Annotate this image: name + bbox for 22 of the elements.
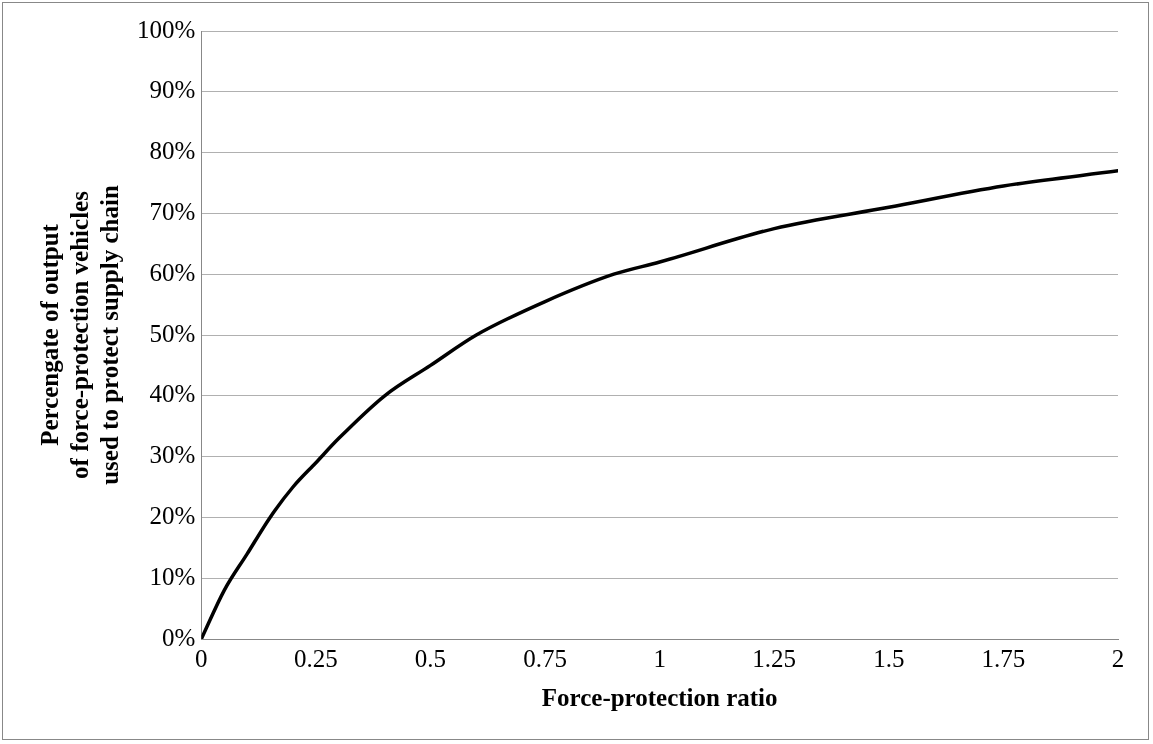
y-tick-label: 0%	[162, 623, 196, 651]
y-tick-label: 90%	[149, 76, 196, 104]
y-tick-label: 10%	[149, 562, 196, 590]
x-tick-label: 1.75	[981, 644, 1026, 672]
y-tick-label: 70%	[149, 197, 196, 225]
x-tick-label: 1	[653, 644, 666, 672]
y-tick-label: 40%	[149, 380, 196, 408]
x-tick-label: 1.5	[873, 644, 905, 672]
y-tick-label: 80%	[149, 137, 196, 165]
y-tick-label: 50%	[149, 319, 196, 347]
x-tick-label: 2	[1111, 644, 1125, 672]
y-tick-label: 100%	[137, 15, 196, 43]
x-tick-label: 0	[195, 644, 208, 672]
x-tick-label: 0.75	[523, 644, 567, 672]
y-tick-label: 20%	[149, 501, 196, 529]
x-tick-label: 0.5	[414, 644, 447, 672]
x-axis-title: Force-protection ratio	[541, 684, 778, 712]
y-tick-label: 30%	[149, 441, 196, 469]
y-axis-title: Percengate of output of force-protection vehicles used to protect supply chain	[36, 185, 124, 485]
x-tick-label: 0.25	[294, 644, 338, 672]
y-tick-label: 60%	[149, 258, 196, 286]
x-tick-label: 1.25	[752, 644, 797, 672]
